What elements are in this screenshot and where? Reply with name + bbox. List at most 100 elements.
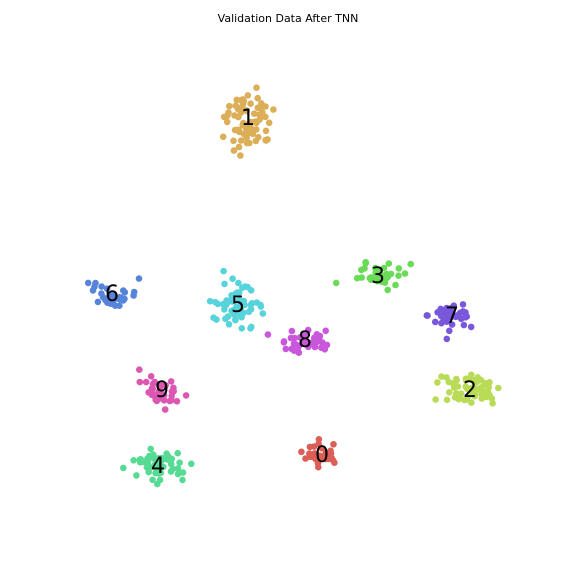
point-cluster-1 [262,137,270,144]
point-cluster-5 [221,306,228,313]
point-cluster-5 [225,321,233,328]
point-cluster-4 [150,451,157,459]
point-cluster-4 [174,449,181,457]
cluster-label-1: 1 [241,106,255,131]
point-cluster-1 [230,137,237,145]
point-cluster-6 [98,283,105,290]
point-cluster-2 [446,389,453,396]
point-cluster-5 [228,307,235,315]
point-cluster-7 [459,301,467,308]
point-cluster-2 [482,381,490,389]
cluster-label-4: 4 [151,454,165,479]
point-cluster-1 [247,100,254,107]
point-cluster-8 [313,331,321,338]
point-cluster-8 [280,339,288,346]
point-cluster-1 [243,107,250,115]
point-cluster-0 [330,441,337,448]
point-cluster-8 [282,345,290,353]
point-cluster-0 [312,455,319,463]
point-cluster-5 [247,287,255,294]
point-cluster-6 [84,279,92,287]
point-cluster-4 [136,459,144,466]
point-cluster-5 [259,310,267,317]
point-cluster-7 [448,321,456,328]
point-cluster-2 [484,388,492,396]
point-cluster-4 [133,472,140,479]
point-cluster-3 [374,271,382,279]
point-cluster-1 [237,152,244,159]
point-cluster-9 [170,388,177,395]
point-cluster-5 [242,283,249,290]
point-cluster-4 [158,454,165,462]
point-cluster-9 [161,406,169,413]
cluster-label-2: 2 [463,378,477,403]
point-cluster-1 [233,126,241,134]
point-cluster-3 [392,281,399,289]
point-cluster-2 [466,392,473,399]
point-cluster-6 [130,292,137,299]
chart-title: Validation Data After TNN [218,12,359,25]
point-cluster-1 [237,109,245,116]
point-cluster-3 [378,277,385,285]
point-cluster-3 [401,270,409,277]
point-cluster-1 [262,127,270,135]
points-layer [84,84,502,488]
point-cluster-4 [167,468,175,475]
point-cluster-1 [240,97,248,105]
point-cluster-5 [247,301,255,309]
point-cluster-0 [327,447,334,455]
point-cluster-4 [179,469,187,476]
point-cluster-1 [252,126,260,133]
point-cluster-5 [238,313,245,321]
point-cluster-1 [243,128,250,135]
point-cluster-4 [155,470,163,477]
point-cluster-8 [302,332,310,339]
point-cluster-3 [332,279,340,287]
point-cluster-2 [432,396,439,403]
point-cluster-4 [120,464,127,472]
point-cluster-9 [152,396,159,404]
point-cluster-3 [358,266,365,274]
point-cluster-5 [232,290,240,297]
point-cluster-5 [220,267,227,275]
point-cluster-5 [257,303,265,310]
point-cluster-8 [321,346,329,353]
point-cluster-3 [362,258,369,266]
point-cluster-5 [235,279,242,287]
point-cluster-2 [455,395,462,403]
point-cluster-3 [367,276,375,284]
point-cluster-9 [182,392,190,399]
point-cluster-8 [287,334,295,342]
point-cluster-1 [226,102,233,110]
point-cluster-9 [173,398,181,405]
point-cluster-2 [453,390,460,397]
point-cluster-7 [455,311,462,319]
point-cluster-1 [239,121,246,129]
point-cluster-9 [167,378,175,385]
point-cluster-2 [453,375,460,383]
point-cluster-1 [230,147,238,154]
point-cluster-6 [103,285,111,293]
point-cluster-5 [223,297,230,304]
point-cluster-0 [311,450,318,457]
point-cluster-2 [438,373,445,380]
point-cluster-7 [447,313,454,321]
point-cluster-1 [256,116,263,123]
cluster-label-7: 7 [445,304,459,329]
cluster-label-0: 0 [315,443,329,468]
point-cluster-8 [322,327,330,335]
point-cluster-0 [322,455,330,463]
point-cluster-5 [221,280,228,288]
point-cluster-7 [462,314,469,321]
point-cluster-1 [237,137,245,144]
point-cluster-9 [136,366,143,374]
point-cluster-1 [243,139,251,147]
point-cluster-0 [315,440,322,448]
point-cluster-8 [290,347,298,355]
point-cluster-4 [179,476,186,484]
point-cluster-1 [219,133,227,141]
point-cluster-2 [471,393,479,400]
point-cluster-4 [167,460,175,468]
point-cluster-9 [145,389,152,396]
